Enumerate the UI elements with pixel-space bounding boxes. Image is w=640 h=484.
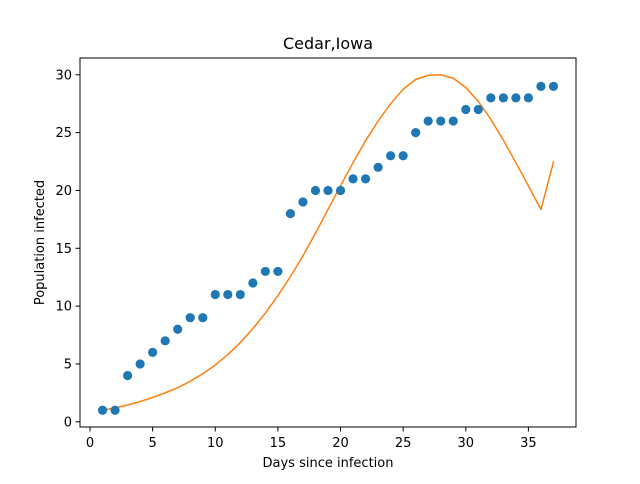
data-point: [97, 405, 108, 415]
data-point: [148, 347, 158, 357]
data-point: [310, 185, 321, 196]
data-point: [323, 185, 333, 196]
data-point: [285, 208, 296, 219]
data-point: [273, 266, 283, 277]
fitted-curve-line: [101, 74, 555, 412]
data-point: [360, 174, 371, 184]
y-tick-label: 10: [55, 300, 72, 315]
data-point: [248, 278, 258, 288]
data-point: [210, 289, 220, 300]
data-point: [298, 197, 308, 207]
x-tick-label: 25: [395, 436, 412, 451]
x-tick-label: 10: [207, 436, 224, 451]
y-tick-label: 30: [55, 68, 72, 83]
data-point: [173, 324, 183, 334]
data-point: [473, 104, 483, 115]
data-point: [498, 93, 508, 103]
y-axis-label: Population infected: [33, 180, 48, 305]
data-point: [235, 289, 245, 300]
x-axis-label: Days since infection: [263, 456, 394, 471]
y-tick-label: 0: [64, 415, 72, 430]
y-tick-label: 5: [64, 357, 72, 372]
data-point: [123, 370, 133, 381]
data-point: [386, 151, 396, 161]
data-point: [398, 151, 408, 161]
data-point: [110, 405, 120, 415]
data-point: [461, 104, 471, 115]
x-tick-label: 15: [270, 436, 287, 451]
data-point: [536, 81, 546, 91]
data-point: [411, 128, 421, 138]
data-point: [373, 162, 383, 172]
data-point: [223, 289, 233, 300]
data-point: [548, 81, 559, 91]
plot-area: 0 5 10 15 20 25 30 35 0 5 10 15 20 25 30: [55, 57, 577, 451]
y-tick-label: 20: [55, 184, 72, 199]
data-point: [448, 116, 458, 126]
data-point: [135, 359, 145, 369]
data-point: [436, 116, 446, 126]
data-point: [511, 93, 521, 103]
y-tick-label: 25: [55, 126, 72, 141]
data-point: [523, 93, 534, 103]
data-point: [185, 313, 195, 323]
data-point: [486, 93, 496, 103]
data-point: [260, 266, 270, 277]
x-tick-label: 20: [332, 436, 349, 451]
data-point: [160, 336, 170, 346]
y-tick-label: 15: [55, 242, 72, 257]
chart-title: Cedar,Iowa: [283, 34, 373, 53]
x-tick-label: 30: [458, 436, 475, 451]
data-point: [348, 174, 358, 184]
x-tick-label: 5: [149, 436, 157, 451]
x-tick-label: 0: [86, 436, 94, 451]
data-point: [335, 185, 346, 196]
x-tick-label: 35: [520, 436, 537, 451]
data-point: [198, 313, 208, 323]
axes-frame: [79, 57, 577, 428]
data-point: [423, 116, 433, 126]
